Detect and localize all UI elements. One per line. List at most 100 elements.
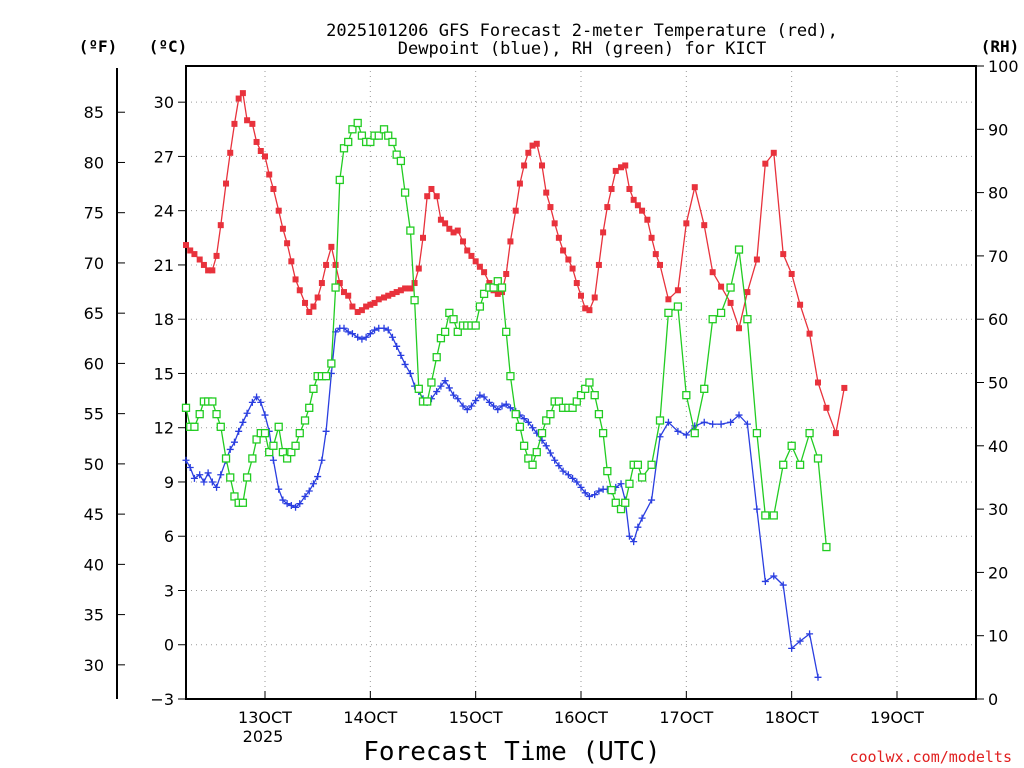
temperature-point <box>634 202 641 209</box>
rh-point <box>787 441 796 450</box>
celsius-tick-label: 12 <box>154 419 174 438</box>
dewpoint-point <box>585 492 593 500</box>
dewpoint-point <box>344 328 352 336</box>
dewpoint-point <box>727 418 735 426</box>
x-tick-year-label: 2025 <box>243 727 284 746</box>
temperature-point <box>332 261 339 268</box>
temperature-point <box>213 252 220 259</box>
rh-point <box>700 384 709 393</box>
rh-point <box>216 422 225 431</box>
temperature-point <box>262 153 268 160</box>
rh-point <box>453 327 462 337</box>
temperature-point <box>323 261 330 268</box>
dewpoint-point <box>591 491 599 499</box>
rh-point <box>621 498 630 507</box>
temperature-point <box>736 325 742 332</box>
series-relative-humidity <box>181 118 831 552</box>
dewpoint-point <box>204 469 212 477</box>
rh-point <box>392 150 401 159</box>
dewpoint-point <box>709 420 717 428</box>
dewpoint-point <box>674 427 682 435</box>
dewpoint-point <box>208 478 216 486</box>
rh-point <box>300 416 310 425</box>
temperature-point <box>539 162 546 169</box>
rh-point <box>647 460 656 469</box>
rh-point <box>327 359 336 368</box>
rh-point <box>726 283 735 292</box>
rh-point <box>195 409 204 419</box>
rh-point <box>795 460 805 469</box>
temperature-point <box>727 299 734 306</box>
axes <box>116 65 984 700</box>
grid-lines <box>186 66 976 699</box>
rh-point <box>511 409 520 419</box>
rh-point <box>374 131 383 140</box>
dewpoint-point <box>573 478 581 486</box>
dewpoint-point <box>318 456 326 464</box>
temperature-point <box>494 290 501 297</box>
temperature-point <box>244 117 251 124</box>
temperature-point <box>709 269 716 276</box>
series-2-meter-temperature <box>183 90 848 437</box>
series-line <box>185 91 845 436</box>
dewpoint-point <box>292 503 300 511</box>
dewpoint-point <box>476 391 484 399</box>
fahrenheit-tick-label: 60 <box>84 354 104 373</box>
temperature-point <box>205 267 212 274</box>
temperature-point <box>227 149 234 156</box>
dewpoint-point <box>314 473 322 481</box>
temperature-point <box>604 204 611 211</box>
temperature-point <box>424 193 431 200</box>
x-tick-label: 14OCT <box>343 708 397 727</box>
rh-point <box>682 391 691 400</box>
temperature-point <box>235 95 242 102</box>
temperature-point <box>217 222 224 229</box>
temperature-point <box>476 263 483 270</box>
rh-point <box>779 460 788 469</box>
dewpoint-point <box>770 572 778 580</box>
temperature-point <box>231 120 238 127</box>
rh-point <box>400 188 410 197</box>
rh-point <box>357 131 367 140</box>
temperature-point <box>565 256 572 263</box>
dewpoint-point <box>664 418 672 426</box>
temperature-point <box>389 290 396 297</box>
rh-point <box>278 447 288 457</box>
celsius-unit-label: (ºC) <box>149 37 188 56</box>
temperature-point <box>354 308 361 315</box>
dewpoint-point <box>186 464 194 472</box>
celsius-tick-label: 9 <box>164 473 174 492</box>
rh-point <box>287 447 296 457</box>
fahrenheit-tick-label: 55 <box>84 405 104 424</box>
series-dewpoint <box>182 324 822 681</box>
temperature-point <box>595 261 602 268</box>
dewpoint-point <box>226 445 234 453</box>
dewpoint-point <box>441 377 449 385</box>
temperature-point <box>428 185 435 192</box>
dewpoint-point <box>625 532 633 540</box>
rh-point <box>568 403 577 412</box>
temperature-point <box>582 305 589 312</box>
temperature-point <box>591 294 598 301</box>
temperature-point <box>415 265 422 272</box>
rh-point <box>585 378 594 387</box>
rh-point <box>734 245 744 254</box>
dewpoint-point <box>348 330 356 338</box>
rh-point <box>212 409 221 419</box>
dewpoint-point <box>406 369 414 377</box>
rh-point <box>295 428 304 438</box>
temperature-point <box>420 234 426 241</box>
dewpoint-point <box>753 505 761 513</box>
rh-point <box>633 460 643 469</box>
celsius-tick-label: 0 <box>164 636 174 655</box>
dewpoint-point <box>230 438 238 446</box>
dewpoint-point <box>358 335 366 343</box>
temperature-point <box>815 379 821 386</box>
celsius-tick-label: 15 <box>154 364 174 383</box>
temperature-point <box>770 149 777 156</box>
dewpoint-point <box>213 483 221 491</box>
rh-point <box>238 498 248 507</box>
temperature-point <box>573 280 580 287</box>
temperature-point <box>652 251 659 258</box>
dewpoint-point <box>595 487 603 495</box>
